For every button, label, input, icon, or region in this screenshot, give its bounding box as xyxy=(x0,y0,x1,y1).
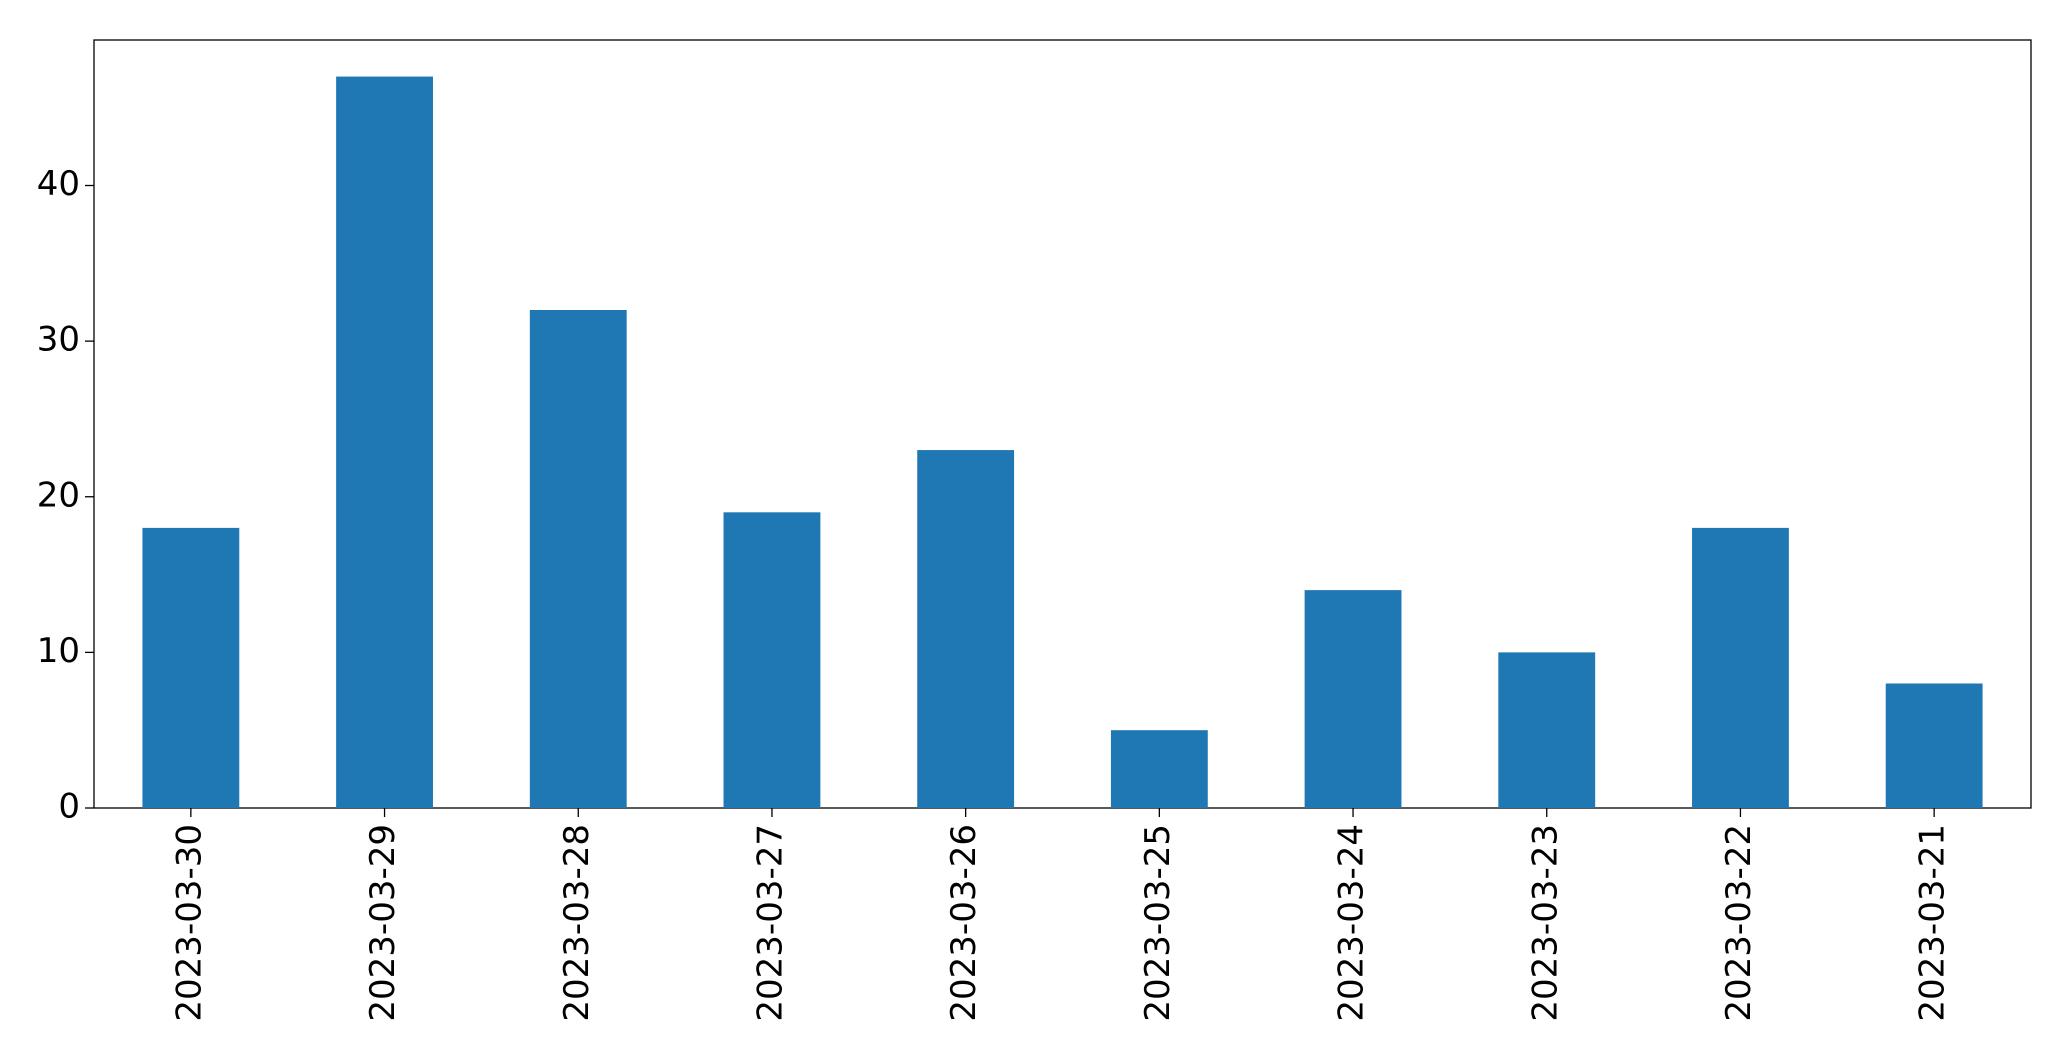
plot-frame xyxy=(93,39,2032,809)
x-tick-label: 2023-03-27 xyxy=(750,824,790,1022)
x-tick-label: 2023-03-30 xyxy=(169,824,209,1022)
x-tick-label: 2023-03-28 xyxy=(557,824,597,1022)
bar xyxy=(336,76,433,809)
bar xyxy=(723,512,821,808)
x-tick-label: 2023-03-24 xyxy=(1332,824,1372,1022)
y-tick-label: 40 xyxy=(37,164,80,204)
x-tick-label: 2023-03-26 xyxy=(944,824,984,1022)
x-tick-label: 2023-03-25 xyxy=(1138,824,1178,1022)
bar xyxy=(1304,590,1402,808)
bar xyxy=(529,310,627,808)
bar xyxy=(1110,730,1208,808)
x-tick-label: 2023-03-29 xyxy=(363,824,403,1022)
x-tick-label: 2023-03-22 xyxy=(1719,824,1759,1022)
x-tick-label: 2023-03-23 xyxy=(1525,824,1565,1022)
y-tick-label: 0 xyxy=(58,787,80,827)
bar xyxy=(1498,652,1596,808)
bar xyxy=(917,450,1015,808)
y-tick-label: 30 xyxy=(37,320,80,360)
y-tick-label: 20 xyxy=(37,475,80,515)
bar xyxy=(142,527,240,808)
bar xyxy=(1692,527,1789,808)
bar xyxy=(1885,683,1983,808)
x-tick-label: 2023-03-21 xyxy=(1913,824,1953,1022)
y-tick-label: 10 xyxy=(37,631,80,671)
